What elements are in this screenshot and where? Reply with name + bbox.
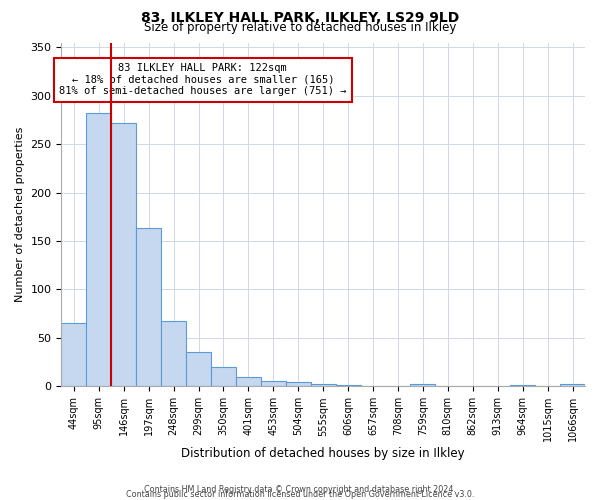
Text: Contains public sector information licensed under the Open Government Licence v3: Contains public sector information licen… [126,490,474,499]
X-axis label: Distribution of detached houses by size in Ilkley: Distribution of detached houses by size … [181,447,465,460]
Bar [286,382,311,386]
Text: Contains HM Land Registry data © Crown copyright and database right 2024.: Contains HM Land Registry data © Crown c… [144,484,456,494]
Bar [261,380,286,386]
Bar [161,322,186,386]
Bar [61,324,86,386]
Bar [186,352,211,386]
Bar [111,123,136,386]
Text: Size of property relative to detached houses in Ilkley: Size of property relative to detached ho… [144,21,456,34]
Bar [86,113,111,386]
Bar [311,384,335,386]
Bar [136,228,161,386]
Bar [211,367,236,386]
Text: 83 ILKLEY HALL PARK: 122sqm
← 18% of detached houses are smaller (165)
81% of se: 83 ILKLEY HALL PARK: 122sqm ← 18% of det… [59,63,347,96]
Y-axis label: Number of detached properties: Number of detached properties [15,126,25,302]
Text: 83, ILKLEY HALL PARK, ILKLEY, LS29 9LD: 83, ILKLEY HALL PARK, ILKLEY, LS29 9LD [141,11,459,25]
Bar [410,384,436,386]
Bar [560,384,585,386]
Bar [236,376,261,386]
